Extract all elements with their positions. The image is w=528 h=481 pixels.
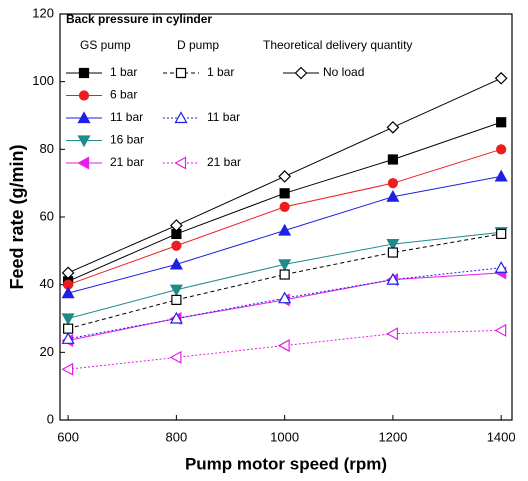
legend-marker: [77, 111, 91, 124]
marker: [278, 259, 292, 272]
marker: [278, 170, 291, 183]
legend-group-title: Theoretical delivery quantity: [263, 38, 412, 52]
legend-marker: [77, 135, 91, 148]
legend-label: 1 bar: [207, 65, 234, 79]
x-tick-label: 1000: [270, 429, 299, 444]
marker: [496, 117, 507, 128]
marker: [494, 323, 507, 337]
x-tick-label: 600: [57, 429, 79, 444]
marker: [496, 144, 507, 155]
marker: [171, 294, 182, 305]
marker: [171, 240, 182, 251]
marker: [169, 311, 183, 324]
marker: [387, 247, 399, 258]
marker: [170, 219, 183, 232]
series-line: [67, 233, 502, 330]
legend-marker: [174, 156, 187, 170]
legend-marker: [78, 67, 90, 79]
legend-label: 11 bar: [110, 110, 143, 124]
x-tick-label: 1400: [487, 429, 516, 444]
legend-label: 16 bar: [110, 133, 144, 147]
legend-marker: [77, 156, 90, 170]
marker: [61, 313, 75, 326]
x-axis-title: Pump motor speed (rpm): [185, 454, 387, 473]
marker: [169, 350, 182, 364]
legend-label: 11 bar: [207, 110, 240, 124]
legend-label: 1 bar: [110, 65, 137, 79]
y-tick-label: 80: [40, 141, 54, 156]
marker: [387, 178, 399, 189]
marker: [279, 188, 290, 199]
marker: [496, 228, 507, 240]
marker: [278, 223, 292, 236]
series-line: [68, 329, 502, 370]
legend-label: No load: [323, 65, 364, 79]
marker: [61, 362, 74, 376]
marker: [386, 272, 400, 285]
marker: [494, 71, 508, 85]
y-tick-label: 100: [32, 73, 54, 88]
legend-title: Back pressure in cylinder: [66, 12, 212, 26]
y-tick-label: 0: [47, 411, 54, 426]
legend-group-title: D pump: [177, 38, 219, 52]
y-tick-label: 120: [32, 5, 54, 20]
legend-label: 21 bar: [207, 155, 241, 169]
x-tick-label: 1200: [378, 429, 407, 444]
marker: [169, 257, 183, 270]
marker: [169, 284, 183, 297]
marker: [387, 154, 399, 165]
marker: [277, 339, 290, 353]
marker: [279, 269, 290, 280]
legend-marker: [175, 67, 187, 79]
y-tick-label: 20: [40, 344, 54, 359]
marker: [386, 327, 399, 341]
marker: [278, 291, 292, 304]
legend-marker: [78, 90, 90, 101]
marker: [61, 332, 75, 344]
marker: [61, 286, 75, 299]
marker: [386, 238, 400, 251]
x-tick-label: 800: [166, 429, 188, 444]
legend-group-title: GS pump: [80, 38, 131, 52]
y-axis-title: Feed rate (g/min): [7, 144, 27, 289]
legend-marker: [174, 111, 188, 124]
marker: [494, 261, 508, 273]
marker: [279, 201, 290, 212]
series-line: [68, 272, 502, 341]
marker: [63, 323, 74, 334]
legend-label: 21 bar: [110, 155, 144, 169]
marker: [494, 169, 508, 182]
legend-marker: [294, 66, 308, 80]
y-tick-label: 60: [40, 208, 54, 223]
marker: [61, 266, 75, 280]
y-tick-label: 40: [40, 276, 54, 291]
marker: [386, 120, 400, 134]
legend-label: 6 bar: [110, 88, 137, 102]
marker: [386, 189, 400, 202]
